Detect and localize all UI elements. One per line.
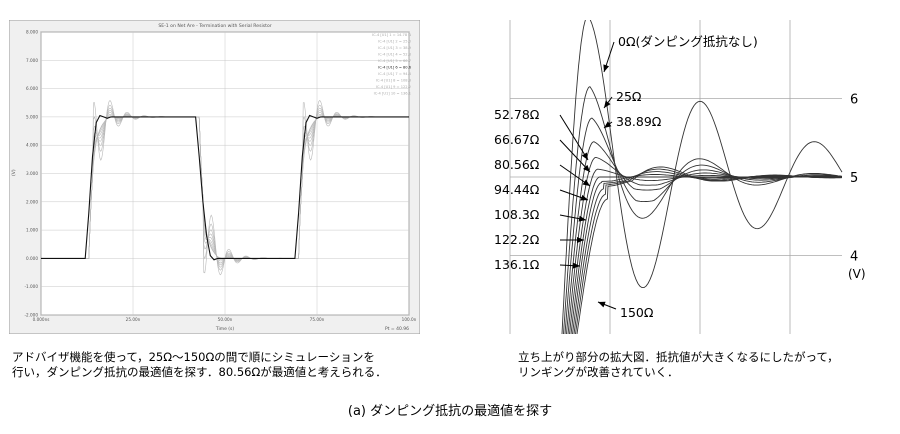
annotation-arrowhead [583, 164, 590, 172]
annotation-label: 136.1Ω [494, 257, 540, 272]
y-tick-label: 4 [850, 250, 858, 265]
x-tick-label: 50.00n [218, 317, 233, 322]
trace-3 [566, 141, 843, 334]
annotation-arrowhead [580, 194, 588, 201]
zoomed-rising-edge-chart: 6 5 4 (V) 0Ω(ダンピング抵抗なし) 25Ω 38.89Ω 52.78Ω 66.6… [494, 20, 866, 334]
y-tick-label: 8.000 [26, 30, 38, 35]
resistance-annotations: 0Ω(ダンピング抵抗なし) 25Ω 38.89Ω 52.78Ω 66.67Ω 80.56Ω… [494, 34, 758, 320]
x-tick-label: 25.00n [126, 317, 141, 322]
trace-4 [567, 156, 843, 334]
y-axis-label: (V) [11, 169, 17, 176]
legend-entry: IC-4 [U1] 10 = 136.1 [374, 92, 411, 96]
legend-entry: IC-4 [U1] 6 = 80.6 [378, 66, 411, 70]
annotation-label: 0Ω(ダンピング抵抗なし) [618, 34, 758, 49]
legend-entry: IC-4 [U1] 7 = 94.4 [378, 72, 411, 76]
annotation-label: 94.44Ω [494, 182, 540, 197]
chart-title: SE-1 on Net Are - Termination with Seria… [158, 23, 271, 29]
annotation-arrowhead [581, 152, 588, 160]
trace-0 [561, 20, 843, 334]
x-tick-label: 75.00n [310, 317, 325, 322]
y-tick-label: 0.000 [26, 256, 38, 261]
annotation-arrowhead [572, 262, 580, 269]
annotation-arrowhead [604, 121, 612, 128]
y-tick-label: 5 [850, 171, 858, 186]
y-tick-label: 6.000 [26, 86, 38, 91]
trace-1 [563, 86, 843, 334]
waveform-series [41, 100, 409, 276]
y-tick-label: 2.000 [26, 199, 38, 204]
right-caption: 立ち上がり部分の拡大図．抵抗値が大きくなるにしたがって， リンギングが改善されて… [518, 350, 839, 379]
annotation-arrow [559, 139, 591, 173]
legend-entry: IC-4 [U1] 3 = 38.9 [378, 46, 411, 50]
annotation-label: 80.56Ω [494, 157, 540, 172]
trace-7 [572, 174, 843, 334]
annotation-label: 52.78Ω [494, 107, 540, 122]
y-axis-ticks: 8.000 7.000 6.000 5.000 4.000 3.000 2.000 1.000… [25, 30, 39, 318]
trace-10 [576, 166, 843, 334]
annotation-label: 122.2Ω [494, 232, 540, 247]
annotation-arrowhead [582, 179, 590, 186]
y-axis-unit: (V) [848, 267, 866, 281]
annotation-arrowhead [598, 301, 606, 308]
ringing-traces [561, 20, 843, 334]
legend-entry: IC-4 [U1] 1 = 14.78 Ω [372, 33, 411, 37]
legend: IC-4 [U1] 1 = 14.78 Ω IC-4 [U1] 2 = 25.0 I… [372, 33, 412, 96]
x-axis-ticks: 0.000ns 25.00n 50.00n 75.00n 100.0n [33, 317, 417, 322]
legend-entry: IC-4 [U1] 8 = 108.3 [376, 79, 411, 83]
trace-8 [573, 171, 843, 334]
x-tick-label: 0.000ns [33, 317, 50, 322]
y-tick-label: 6 [850, 93, 858, 108]
y-tick-label: 3.000 [26, 171, 38, 176]
optimal-series-80-56-ohm [41, 114, 409, 261]
y-axis-ticks: 6 5 4 [850, 93, 858, 265]
annotation-arrowhead [603, 64, 610, 72]
annotation-label: 150Ω [620, 305, 654, 320]
annotation-arrow [559, 114, 589, 161]
annotation-label: 66.67Ω [494, 132, 540, 147]
y-tick-label: -2.000 [25, 313, 39, 318]
figure-title: (a) ダンピング抵抗の最適値を探す [347, 404, 553, 419]
x-axis-label: Time (s) [215, 326, 235, 332]
annotation-label: 38.89Ω [616, 114, 662, 129]
legend-entry: IC-4 [U1] 9 = 122.2 [376, 85, 411, 89]
legend-entry: IC-4 [U1] 5 = 66.7 [378, 59, 411, 63]
annotation-arrowhead [577, 237, 584, 243]
y-tick-label: 7.000 [26, 58, 38, 63]
y-tick-label: 4.000 [26, 143, 38, 148]
y-tick-label: 5.000 [26, 114, 38, 119]
trace-2 [564, 117, 843, 334]
x-tick-label: 100.0n [402, 317, 417, 322]
annotation-label: 108.3Ω [494, 207, 540, 222]
footer-note: Pt = 40.96 [385, 326, 409, 332]
annotation-arrowhead [578, 215, 586, 222]
annotation-label: 25Ω [616, 89, 642, 104]
legend-entry: IC-4 [U1] 4 = 52.8 [378, 53, 411, 57]
y-tick-label: 1.000 [26, 228, 38, 233]
y-tick-label: -1.000 [25, 284, 39, 289]
left-caption: アドバイザ機能を使って，25Ω～150Ωの間で順にシミュレーションを 行い，ダン… [12, 350, 387, 379]
annotation-arrowhead [604, 100, 611, 108]
simulation-waveform-chart: SE-1 on Net Are - Termination with Seria… [9, 20, 420, 334]
legend-entry: IC-4 [U1] 2 = 25.0 [378, 40, 411, 44]
